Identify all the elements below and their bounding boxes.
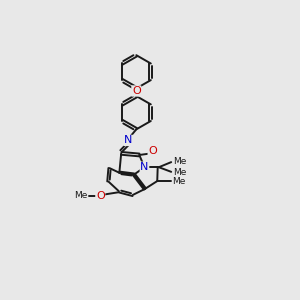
Text: Me: Me — [172, 177, 186, 186]
Text: Me: Me — [74, 191, 88, 200]
Text: Me: Me — [173, 168, 186, 177]
Text: O: O — [148, 146, 157, 157]
Text: O: O — [132, 86, 141, 96]
Text: O: O — [96, 191, 105, 201]
Text: Me: Me — [173, 157, 186, 166]
Text: N: N — [124, 135, 132, 146]
Text: N: N — [140, 162, 148, 172]
